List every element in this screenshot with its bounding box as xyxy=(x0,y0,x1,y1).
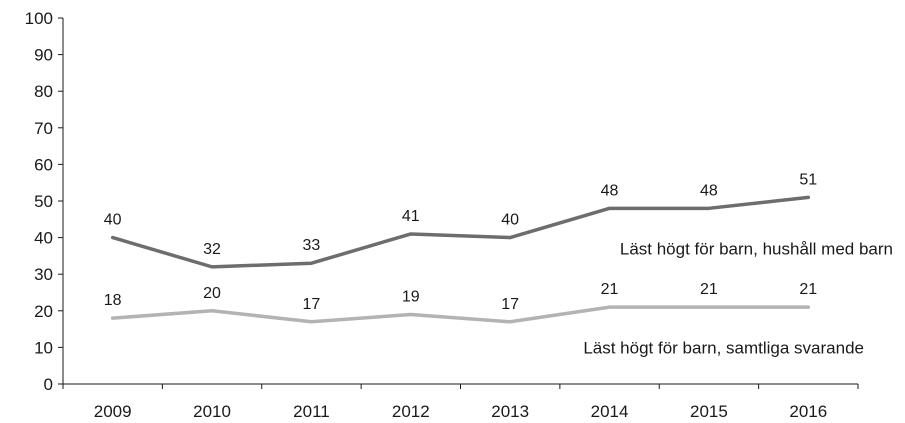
data-label: 51 xyxy=(799,171,817,188)
data-label: 17 xyxy=(303,296,321,313)
x-tick-label: 2011 xyxy=(293,402,330,421)
x-tick-label: 2009 xyxy=(94,402,132,421)
y-tick-label: 40 xyxy=(34,229,53,248)
data-label: 21 xyxy=(700,281,718,298)
y-tick-label: 0 xyxy=(44,375,53,394)
x-tick-label: 2012 xyxy=(392,402,430,421)
data-label: 32 xyxy=(203,241,221,258)
x-tick-label: 2010 xyxy=(193,402,231,421)
data-label: 21 xyxy=(601,281,619,298)
data-label: 41 xyxy=(402,208,420,225)
x-tick-label: 2015 xyxy=(690,402,728,421)
y-tick-label: 100 xyxy=(25,9,53,28)
series-layer xyxy=(110,195,811,324)
series-line-2 xyxy=(110,305,811,324)
y-tick-label: 10 xyxy=(34,338,53,357)
y-tick-label: 50 xyxy=(34,192,53,211)
data-label: 18 xyxy=(104,292,122,309)
data-label: 20 xyxy=(203,285,221,302)
y-tick-label: 30 xyxy=(34,265,53,284)
series-line-1 xyxy=(110,195,811,269)
data-label: 48 xyxy=(601,182,619,199)
y-tick-label: 20 xyxy=(34,302,53,321)
data-label: 40 xyxy=(104,212,122,229)
data-label: 19 xyxy=(402,288,420,305)
label-layer: 40 32 33 41 40 48 48 51 18 20 17 19 17 21 21 21 Läst hög… xyxy=(104,171,893,357)
data-label: 48 xyxy=(700,182,718,199)
y-tick-label: 90 xyxy=(34,46,53,65)
data-label: 17 xyxy=(501,296,519,313)
x-tick-label: 2016 xyxy=(789,402,827,421)
y-tick-label: 80 xyxy=(34,82,53,101)
data-label: 21 xyxy=(799,281,817,298)
data-label: 40 xyxy=(501,212,519,229)
x-tick-label: 2014 xyxy=(591,402,629,421)
y-axis: 0 10 20 30 40 50 60 70 80 90 100 xyxy=(25,9,64,394)
x-tick-label: 2013 xyxy=(491,402,529,421)
series-name-label-2: Läst högt för barn, samtliga svarande xyxy=(583,338,864,357)
y-tick-label: 70 xyxy=(34,119,53,138)
series-name-label-1: Läst högt för barn, hushåll med barn xyxy=(620,240,893,259)
x-axis: 2009 2010 2011 2012 2013 2014 2015 2016 xyxy=(62,383,859,421)
data-label: 33 xyxy=(303,237,321,254)
y-tick-label: 60 xyxy=(34,155,53,174)
